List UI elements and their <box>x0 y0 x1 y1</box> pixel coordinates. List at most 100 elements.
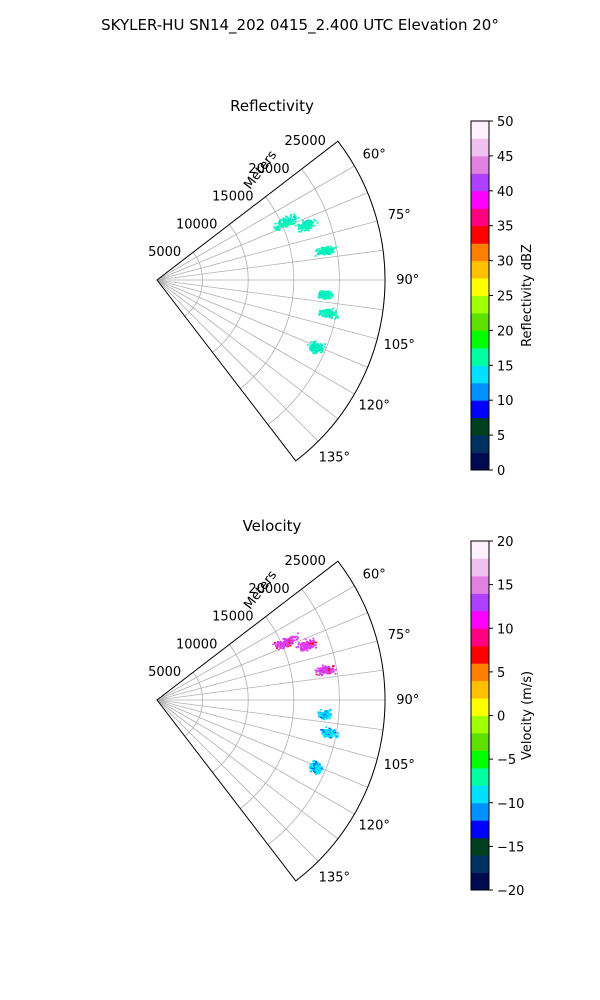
echo-gate <box>334 732 336 734</box>
echo-gate <box>278 222 280 224</box>
echo-gate <box>315 220 317 222</box>
azimuth-spoke <box>157 280 368 367</box>
colorbar-segment <box>471 208 489 226</box>
colorbar-tick-label: 5 <box>497 666 505 681</box>
azimuth-tick-label: 60° <box>363 568 386 583</box>
colorbar-segment <box>471 646 489 664</box>
echo-gate <box>311 647 313 649</box>
echo-gate <box>305 224 307 226</box>
colorbar-segment <box>471 243 489 261</box>
echo-gate <box>332 732 334 734</box>
echo-gate <box>334 247 336 249</box>
echo-gate <box>326 293 328 295</box>
echo-gate <box>317 764 319 766</box>
azimuth-tick-label: 105° <box>384 758 415 773</box>
echo-gate <box>274 223 276 225</box>
echo-gate <box>328 290 330 292</box>
echo-gate <box>329 248 331 250</box>
echo-gate <box>329 298 331 300</box>
azimuth-spoke <box>157 280 318 441</box>
echo-gate <box>324 291 326 293</box>
colorbar-segment <box>471 663 489 681</box>
echo-gate <box>281 648 283 650</box>
colorbar-segment <box>471 541 489 559</box>
colorbar-segment <box>471 698 489 716</box>
echo-gate <box>324 346 326 348</box>
echo-gate <box>314 341 316 343</box>
echo-gate <box>309 226 311 228</box>
echo-gate <box>326 671 328 673</box>
echo-gate <box>335 669 337 671</box>
echo-gate <box>309 764 311 766</box>
echo-gate <box>324 718 326 720</box>
echo-gate <box>327 250 329 252</box>
echo-gate <box>317 222 319 224</box>
colorbar-segment <box>471 681 489 699</box>
azimuth-spoke <box>157 250 383 280</box>
echo-gate <box>300 227 302 229</box>
sector-outline <box>157 141 385 461</box>
echo-gate <box>317 668 319 670</box>
echo-gate <box>329 250 331 252</box>
echo-gate <box>324 668 326 670</box>
echo-gate <box>314 772 316 774</box>
echo-gate <box>292 221 294 223</box>
echo-cluster-5 <box>309 760 324 775</box>
range-tick-label: 5000 <box>148 665 181 680</box>
echo-gate <box>303 644 305 646</box>
echo-gate <box>320 674 322 676</box>
echo-gate <box>324 735 326 737</box>
echo-gate <box>330 246 332 248</box>
echo-gate <box>274 228 276 230</box>
echo-gate <box>326 246 328 248</box>
echo-gate <box>290 214 292 216</box>
colorbar-segment <box>471 785 489 803</box>
azimuth-spoke <box>157 280 383 310</box>
echo-cluster-1 <box>295 638 317 652</box>
echo-gate <box>325 249 327 251</box>
echo-gate <box>324 714 326 716</box>
echo-gate <box>335 734 337 736</box>
echo-gate <box>329 732 331 734</box>
azimuth-tick-label: 60° <box>363 148 386 163</box>
echo-gate <box>326 297 328 299</box>
echo-gate <box>319 313 321 315</box>
colorbar-segment <box>471 716 489 734</box>
echo-gate <box>330 729 332 731</box>
echo-gate <box>293 214 295 216</box>
echo-gate <box>306 650 308 652</box>
echo-gate <box>305 638 307 640</box>
colorbar-label: Reflectivity dBZ <box>520 244 535 347</box>
echo-gate <box>325 726 327 728</box>
echo-gate <box>315 647 317 649</box>
echo-gate <box>308 221 310 223</box>
echo-gate <box>283 648 285 650</box>
echo-gate <box>326 309 328 311</box>
echo-gate <box>327 713 329 715</box>
echo-gate <box>286 642 288 644</box>
echo-gate <box>315 642 317 644</box>
colorbar-tick-label: 10 <box>497 394 514 409</box>
echo-gate <box>277 641 279 643</box>
echo-gate <box>321 247 323 249</box>
echo-gate <box>326 252 328 254</box>
echo-gate <box>320 351 322 353</box>
echo-gate <box>278 649 280 651</box>
echo-gate <box>315 761 317 763</box>
echo-gate <box>328 253 330 255</box>
echo-gate <box>279 229 281 231</box>
echo-gate <box>332 666 334 668</box>
echo-gate <box>324 343 326 345</box>
echo-gate <box>329 314 331 316</box>
echo-gate <box>277 228 279 230</box>
colorbar-tick-label: 15 <box>497 579 514 594</box>
echo-gate <box>326 717 328 719</box>
echo-gate <box>306 227 308 229</box>
colorbar-segment <box>471 261 489 279</box>
echo-cluster-1 <box>295 219 319 233</box>
echo-gate <box>322 252 324 254</box>
echo-gate <box>279 642 281 644</box>
velocity-colorbar: −20−15−10−505101520Velocity (m/s) <box>471 535 535 899</box>
colorbar-tick-label: 50 <box>497 115 514 130</box>
